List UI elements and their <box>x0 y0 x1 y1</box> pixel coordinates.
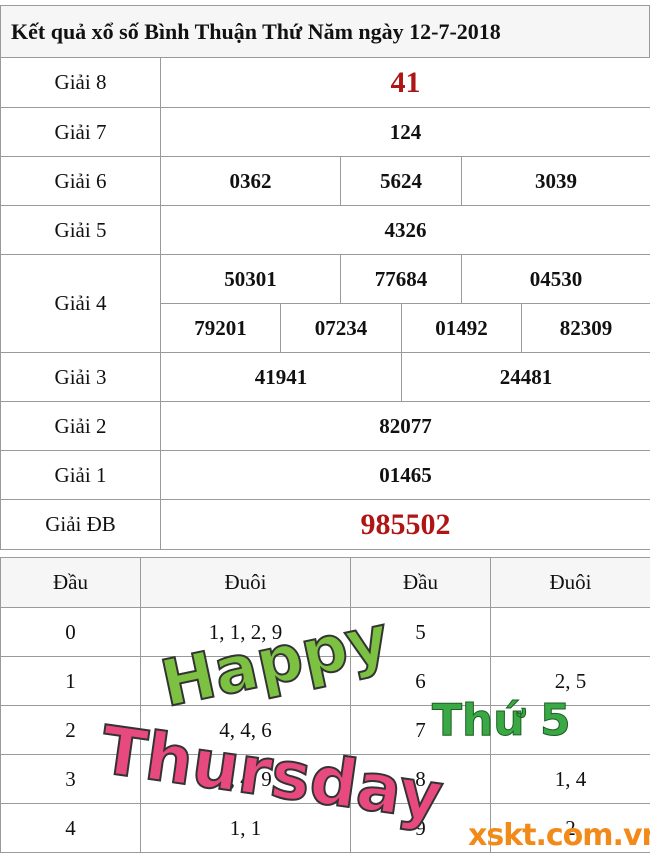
prize-number: 5624 <box>340 156 462 206</box>
prize-label: Giải 3 <box>0 352 161 402</box>
loto-head: 6 <box>350 656 491 706</box>
loto-head: 9 <box>350 803 491 853</box>
loto-head: 0 <box>0 607 141 657</box>
loto-tail: 1, 4 <box>490 754 650 804</box>
prize-label: Giải 6 <box>0 156 161 206</box>
loto-tail: 4, 4, 6 <box>140 705 351 755</box>
prize-number: 985502 <box>160 499 650 550</box>
loto-header: Đầu <box>0 557 141 608</box>
loto-head: 2 <box>0 705 141 755</box>
loto-head: 5 <box>350 607 491 657</box>
prize-label: Giải 4 <box>0 254 161 353</box>
prize-number: 01465 <box>160 450 650 500</box>
prize-number: 3039 <box>461 156 650 206</box>
loto-head: 8 <box>350 754 491 804</box>
prize-number: 41 <box>160 57 650 108</box>
loto-header: Đuôi <box>140 557 351 608</box>
loto-tail: 2 <box>490 803 650 853</box>
prize-label: Giải ĐB <box>0 499 161 550</box>
loto-tail: 1, 1, 2, 9 <box>140 607 351 657</box>
loto-tail <box>140 656 351 706</box>
prize-number: 24481 <box>401 352 650 402</box>
prize-label: Giải 5 <box>0 205 161 255</box>
loto-tail <box>490 607 650 657</box>
prize-number: 79201 <box>160 303 281 353</box>
loto-header: Đầu <box>350 557 491 608</box>
title: Kết quả xổ số Bình Thuận Thứ Năm ngày 12… <box>0 5 650 58</box>
prize-number: 41941 <box>160 352 402 402</box>
prize-label: Giải 8 <box>0 57 161 108</box>
loto-tail: 1, 1 <box>140 803 351 853</box>
prize-number: 82309 <box>521 303 650 353</box>
prize-label: Giải 2 <box>0 401 161 451</box>
prize-number: 82077 <box>160 401 650 451</box>
loto-tail <box>490 705 650 755</box>
loto-tail: 2, 5 <box>490 656 650 706</box>
loto-head: 4 <box>0 803 141 853</box>
prize-number: 4326 <box>160 205 650 255</box>
prize-number: 50301 <box>160 254 341 304</box>
loto-header: Đuôi <box>490 557 650 608</box>
prize-number: 04530 <box>461 254 650 304</box>
prize-number: 0362 <box>160 156 341 206</box>
loto-head: 3 <box>0 754 141 804</box>
loto-tail: 0, 4, 9 <box>140 754 351 804</box>
prize-number: 77684 <box>340 254 462 304</box>
prize-label: Giải 1 <box>0 450 161 500</box>
prize-number: 07234 <box>280 303 402 353</box>
prize-label: Giải 7 <box>0 107 161 157</box>
prize-number: 124 <box>160 107 650 157</box>
loto-head: 7 <box>350 705 491 755</box>
loto-head: 1 <box>0 656 141 706</box>
prize-number: 01492 <box>401 303 522 353</box>
